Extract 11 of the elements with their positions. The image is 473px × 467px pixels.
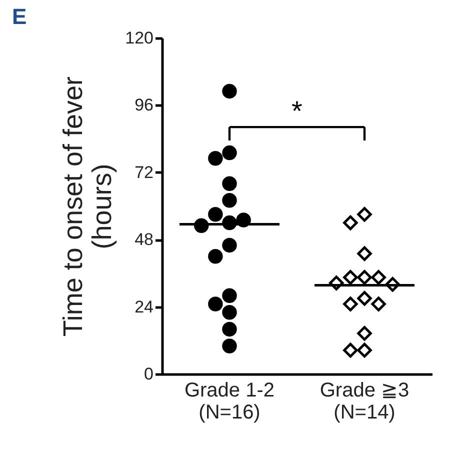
y-tick-label: 72 (134, 162, 154, 182)
chart-title: E (12, 4, 27, 29)
x-tick-label: Grade ≧3 (N=14) (320, 380, 410, 424)
annotation: * (292, 95, 303, 126)
y-axis-title: Time to onset of fever (hours) (58, 76, 118, 337)
y-tick-label: 96 (134, 96, 154, 115)
y-tick-label: 120 (125, 28, 154, 48)
x-tick-label: Grade 1-2 (N=16) (184, 380, 275, 424)
y-tick-label: 24 (134, 297, 154, 316)
y-tick-label: 0 (144, 364, 154, 384)
y-tick-label: 48 (134, 230, 154, 250)
